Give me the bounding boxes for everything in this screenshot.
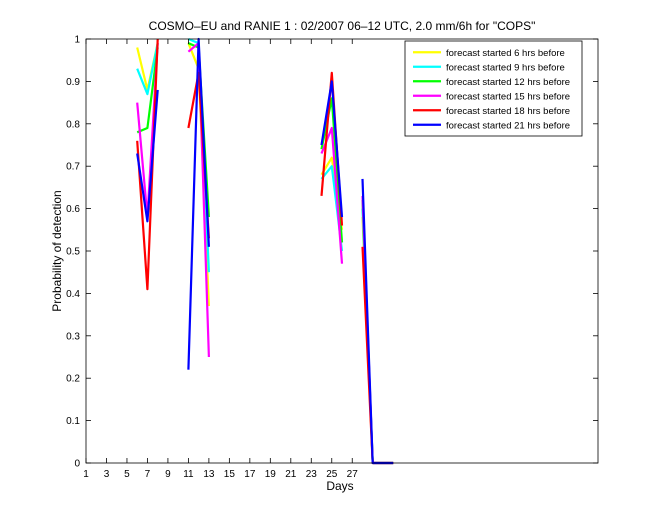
x-tick-label-12: 25 xyxy=(326,469,338,480)
x-tick-label-9: 19 xyxy=(265,469,277,480)
legend-label-4: forecast started 18 hrs before xyxy=(446,106,570,117)
y-tick-label-9: 0.9 xyxy=(66,77,80,88)
x-tick-label-3: 7 xyxy=(145,469,151,480)
x-tick-label-13: 27 xyxy=(347,469,359,480)
y-tick-label-1: 0.1 xyxy=(66,416,80,427)
x-tick-label-11: 23 xyxy=(306,469,318,480)
x-tick-label-2: 5 xyxy=(124,469,130,480)
x-tick-label-4: 9 xyxy=(165,469,171,480)
y-tick-label-5: 0.5 xyxy=(66,247,80,258)
x-tick-label-1: 3 xyxy=(104,469,110,480)
y-tick-label-0: 0 xyxy=(74,459,80,470)
y-tick-label-4: 0.4 xyxy=(66,289,80,300)
legend-label-2: forecast started 12 hrs before xyxy=(446,77,570,88)
y-tick-label-6: 0.6 xyxy=(66,204,80,215)
legend-box xyxy=(404,40,583,137)
x-tick-label-8: 17 xyxy=(244,469,256,480)
y-tick-label-10: 1 xyxy=(74,35,80,46)
y-axis-label: Probability of detection xyxy=(50,190,64,311)
legend-label-3: forecast started 15 hrs before xyxy=(446,91,570,102)
x-tick-label-0: 1 xyxy=(83,469,89,480)
x-tick-label-6: 13 xyxy=(203,469,215,480)
series-layer xyxy=(136,37,394,465)
legend-label-1: forecast started 9 hrs before xyxy=(446,62,565,73)
y-tick-label-2: 0.2 xyxy=(66,374,80,385)
x-tick-label-5: 11 xyxy=(183,469,194,480)
legend: forecast started 6 hrs before forecast st… xyxy=(404,40,583,137)
x-tick-label-10: 21 xyxy=(285,469,297,480)
x-tick-label-7: 15 xyxy=(224,469,236,480)
y-tick-label-7: 0.7 xyxy=(66,162,80,173)
y-tick-label-8: 0.8 xyxy=(66,119,80,130)
y-tick-label-3: 0.3 xyxy=(66,331,80,342)
legend-label-5: forecast started 21 hrs before xyxy=(446,120,570,131)
legend-label-0: forecast started 6 hrs before xyxy=(446,48,565,59)
axes-layer: 1 3 5 7 9 11 13 15 17 19 21 23 25 2700.10.20.30.40.50… xyxy=(66,35,599,480)
x-axis-label: Days xyxy=(326,479,353,493)
chart-title: COSMO–EU and RANIE 1 : 02/2007 06–12 UTC… xyxy=(149,19,536,33)
